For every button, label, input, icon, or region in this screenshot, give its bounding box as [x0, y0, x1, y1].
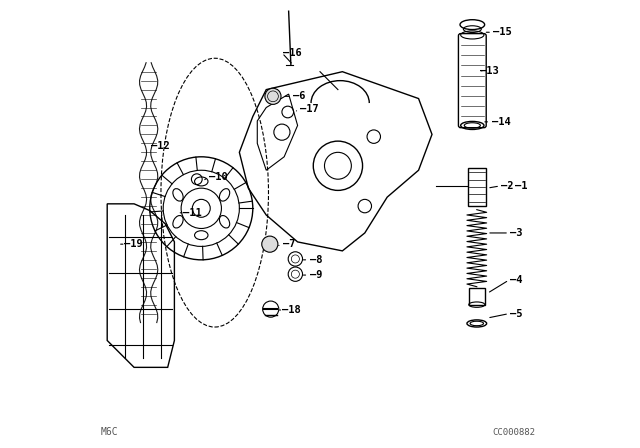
Text: —9: —9	[310, 270, 322, 280]
Text: —7: —7	[283, 239, 295, 249]
Text: M6C: M6C	[100, 427, 118, 437]
Text: —13: —13	[480, 66, 499, 76]
Text: —14: —14	[492, 117, 510, 127]
Circle shape	[193, 199, 211, 217]
Text: —4: —4	[511, 275, 523, 285]
Circle shape	[265, 88, 281, 104]
Circle shape	[262, 236, 278, 252]
Text: —19: —19	[124, 239, 143, 249]
Text: —3: —3	[511, 228, 523, 238]
Text: —8: —8	[310, 255, 322, 265]
Text: —10: —10	[209, 172, 228, 182]
Text: —18: —18	[282, 305, 301, 315]
Text: —6: —6	[293, 91, 306, 101]
Bar	[468, 168, 486, 206]
Text: —5: —5	[511, 309, 523, 319]
Text: CC000882: CC000882	[492, 428, 535, 437]
Text: —1: —1	[515, 181, 527, 191]
Text: —2: —2	[502, 181, 514, 191]
Text: —11: —11	[184, 208, 202, 218]
Text: —16: —16	[284, 48, 302, 58]
Text: —15: —15	[493, 27, 512, 37]
Bar	[468, 288, 485, 305]
Text: —17: —17	[300, 104, 319, 114]
Text: —12: —12	[151, 141, 170, 151]
